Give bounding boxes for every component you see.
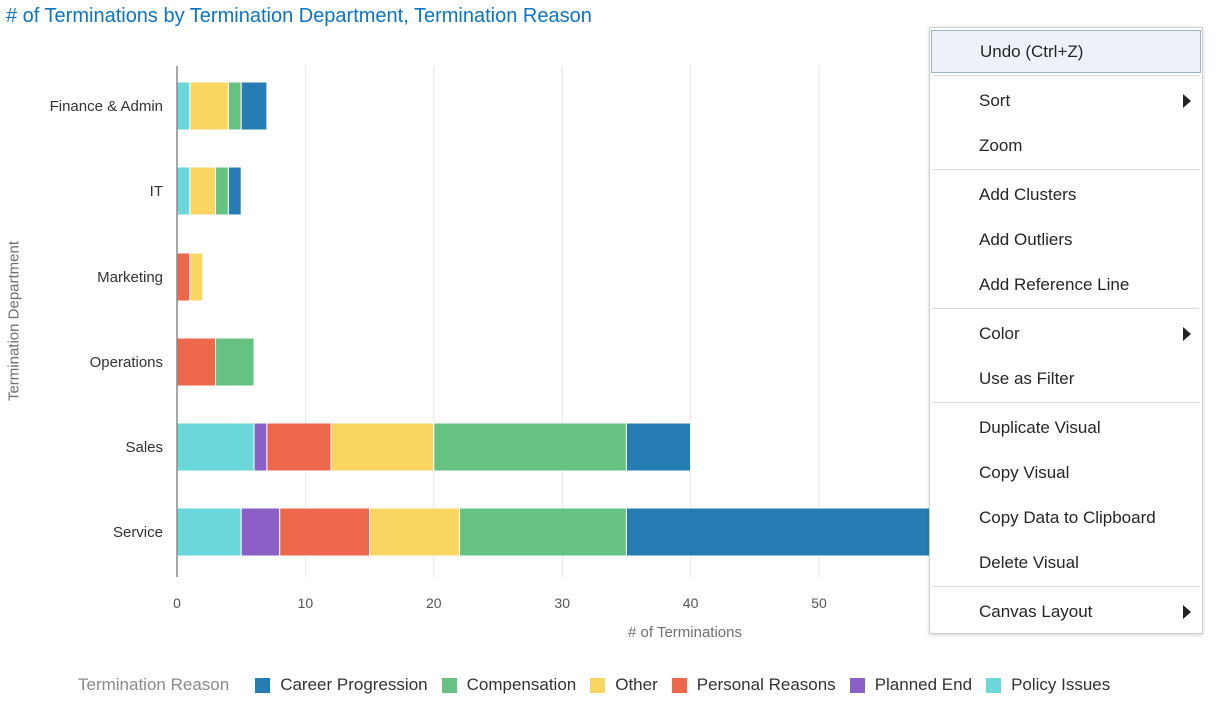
menu-item-canvas-layout[interactable]: Canvas Layout: [931, 590, 1201, 633]
bar-segment[interactable]: [176, 337, 217, 387]
bar-segment[interactable]: [227, 81, 242, 131]
legend-label: Career Progression: [280, 675, 428, 694]
x-tick-label: 40: [683, 595, 699, 611]
bar-segment[interactable]: [330, 422, 435, 472]
legend-swatch: [849, 677, 865, 693]
x-tick-label: 10: [298, 595, 314, 611]
menu-item-label: Copy Data to Clipboard: [979, 507, 1156, 527]
y-tick-label: Service: [113, 524, 163, 541]
legend-item[interactable]: Planned End: [849, 675, 973, 695]
menu-item-label: Canvas Layout: [979, 601, 1093, 621]
menu-separator: [933, 75, 1199, 76]
menu-item-duplicate-visual[interactable]: Duplicate Visual: [931, 406, 1201, 449]
x-tick-label: 20: [426, 595, 442, 611]
menu-item-label: Add Clusters: [979, 184, 1077, 204]
chevron-right-icon: [1183, 93, 1191, 108]
legend-item[interactable]: Other: [590, 675, 658, 695]
legend-item[interactable]: Personal Reasons: [671, 675, 836, 695]
menu-separator: [933, 308, 1199, 309]
legend-item[interactable]: Career Progression: [255, 675, 428, 695]
bar-segment[interactable]: [215, 337, 255, 387]
legend-swatch: [986, 677, 1002, 693]
menu-item-label: Sort: [979, 90, 1011, 110]
menu-item-add-outliers[interactable]: Add Outliers: [931, 218, 1201, 261]
menu-item-label: Zoom: [979, 135, 1023, 155]
menu-item-copy-visual[interactable]: Copy Visual: [931, 451, 1201, 494]
menu-item-label: Color: [979, 323, 1020, 343]
legend-swatch: [671, 677, 687, 693]
menu-item-zoom[interactable]: Zoom: [931, 124, 1201, 167]
menu-separator: [933, 169, 1199, 170]
menu-item-color[interactable]: Color: [931, 312, 1201, 355]
legend-item[interactable]: Policy Issues: [986, 675, 1110, 695]
bar-segment[interactable]: [369, 507, 460, 557]
chevron-right-icon: [1183, 326, 1191, 341]
menu-item-label: Copy Visual: [979, 462, 1070, 482]
menu-item-label: Add Reference Line: [979, 274, 1130, 294]
bar-segment[interactable]: [189, 81, 229, 131]
menu-item-label: Add Outliers: [979, 229, 1073, 249]
y-tick-label: IT: [150, 183, 163, 200]
context-menu: Undo (Ctrl+Z) Sort Zoom Add Clusters Add Out…: [929, 27, 1203, 634]
legend-title: Termination Reason: [78, 675, 230, 694]
menu-item-sort[interactable]: Sort: [931, 79, 1201, 122]
bar-segment[interactable]: [189, 252, 204, 302]
bar-segment[interactable]: [279, 507, 371, 557]
menu-item-add-reference-line[interactable]: Add Reference Line: [931, 263, 1201, 306]
menu-separator: [933, 402, 1199, 403]
bar-segment[interactable]: [189, 166, 217, 216]
legend-label: Policy Issues: [1011, 675, 1111, 694]
bar-segment[interactable]: [176, 166, 191, 216]
y-axis-label: Termination Department: [5, 240, 23, 402]
legend-label: Compensation: [466, 675, 577, 694]
menu-item-copy-data-to-clipboard[interactable]: Copy Data to Clipboard: [931, 496, 1201, 539]
y-tick-label: Operations: [90, 354, 163, 371]
legend-label: Other: [615, 675, 658, 694]
x-axis-label: # of Terminations: [628, 624, 742, 641]
chart-title: # of Terminations by Termination Departm…: [6, 5, 592, 27]
menu-item-add-clusters[interactable]: Add Clusters: [931, 173, 1201, 216]
menu-item-label: Delete Visual: [979, 552, 1079, 572]
bar-segment[interactable]: [176, 422, 255, 472]
bar-segment[interactable]: [176, 252, 191, 302]
legend-label: Personal Reasons: [696, 675, 836, 694]
bar-segment[interactable]: [215, 166, 229, 216]
y-tick-label: Finance & Admin: [50, 98, 163, 115]
legend: Termination Reason Career Progression Com…: [78, 675, 1124, 695]
y-tick-label: Marketing: [97, 269, 163, 286]
x-tick-label: 50: [811, 595, 827, 611]
bar-segment[interactable]: [176, 507, 242, 557]
legend-swatch: [441, 677, 457, 693]
legend-item[interactable]: Compensation: [441, 675, 577, 695]
bar-segment[interactable]: [625, 422, 692, 472]
bar-segment[interactable]: [240, 507, 281, 557]
menu-item-undo-ctrl-z[interactable]: Undo (Ctrl+Z): [931, 30, 1201, 73]
menu-item-label: Duplicate Visual: [979, 417, 1101, 437]
menu-item-label: Undo (Ctrl+Z): [980, 41, 1084, 61]
menu-item-delete-visual[interactable]: Delete Visual: [931, 541, 1201, 584]
bar-segment[interactable]: [240, 81, 268, 131]
bar-segment[interactable]: [266, 422, 332, 472]
bar-segment[interactable]: [433, 422, 627, 472]
bar-segment[interactable]: [176, 81, 191, 131]
bar-segment[interactable]: [253, 422, 268, 472]
menu-separator: [933, 586, 1199, 587]
legend-swatch: [255, 677, 271, 693]
menu-item-use-as-filter[interactable]: Use as Filter: [931, 357, 1201, 400]
x-tick-label: 30: [554, 595, 570, 611]
legend-swatch: [590, 677, 606, 693]
legend-label: Planned End: [874, 675, 973, 694]
x-tick-label: 0: [173, 595, 181, 611]
bar-segment[interactable]: [625, 507, 936, 557]
bar-segment[interactable]: [227, 166, 242, 216]
bar-segment[interactable]: [458, 507, 627, 557]
menu-item-label: Use as Filter: [979, 368, 1075, 388]
chevron-right-icon: [1183, 604, 1191, 619]
y-tick-label: Sales: [125, 439, 163, 456]
